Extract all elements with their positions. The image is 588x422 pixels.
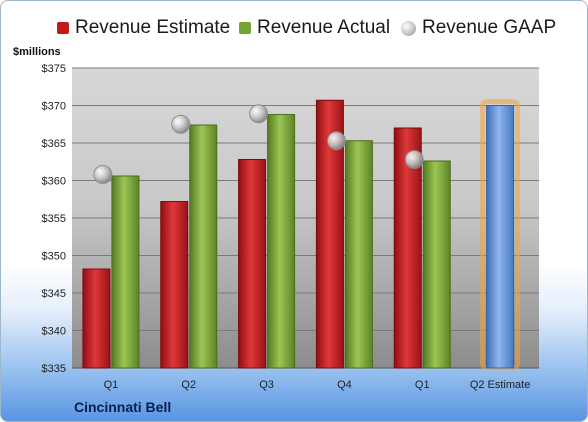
y-tick-label: $340 xyxy=(42,326,66,338)
y-tick-label: $370 xyxy=(42,101,66,113)
legend-label-revenue-estimate: Revenue Estimate xyxy=(75,17,231,38)
revenue-actual-bar xyxy=(267,114,296,369)
revenue-actual-bar xyxy=(189,124,218,369)
y-axis-unit-label: $millions xyxy=(13,46,61,58)
legend-item-revenue-actual: Revenue Actual xyxy=(239,17,390,39)
y-tick-label: $360 xyxy=(42,176,66,188)
legend: Revenue Estimate Revenue Actual Revenue … xyxy=(1,17,587,43)
revenue-gaap-marker xyxy=(404,150,424,169)
x-tick-label: Q3 xyxy=(259,379,274,391)
revenue-actual-bar xyxy=(344,140,373,369)
revenue-actual-bar xyxy=(111,175,140,369)
legend-item-revenue-estimate: Revenue Estimate xyxy=(57,17,230,39)
legend-swatch-revenue-gaap xyxy=(401,20,416,36)
revenue-estimate-bar xyxy=(82,268,111,369)
revenue-gaap-marker xyxy=(93,165,113,184)
legend-item-revenue-gaap: Revenue GAAP xyxy=(401,17,556,39)
x-tick-label: Q2 xyxy=(181,379,196,391)
x-tick-label: Q1 xyxy=(415,379,430,391)
y-tick-label: $365 xyxy=(42,138,66,150)
revenue-gaap-marker xyxy=(171,114,191,134)
legend-swatch-revenue-actual xyxy=(239,22,251,34)
y-tick-label: $345 xyxy=(42,288,66,300)
revenue-estimate-bar xyxy=(160,201,189,369)
x-tick-label: Q4 xyxy=(337,379,352,391)
legend-label-revenue-actual: Revenue Actual xyxy=(257,17,391,38)
revenue-actual-bar xyxy=(422,160,451,369)
legend-swatch-revenue-estimate xyxy=(57,22,69,34)
y-tick-label: $335 xyxy=(42,363,66,375)
revenue-gaap-marker xyxy=(326,131,346,151)
y-tick-label: $350 xyxy=(42,251,66,263)
revenue-estimate-bar xyxy=(238,159,267,369)
x-tick-label: Q2 Estimate xyxy=(470,379,531,391)
x-tick-label: Q1 xyxy=(104,379,119,391)
y-tick-label: $375 xyxy=(42,63,66,75)
company-name: Cincinnati Bell xyxy=(74,399,172,415)
legend-label-revenue-gaap: Revenue GAAP xyxy=(422,17,557,38)
revenue-gaap-marker xyxy=(249,104,269,124)
y-tick-label: $355 xyxy=(42,213,66,225)
q2-estimate-bar xyxy=(486,105,515,369)
